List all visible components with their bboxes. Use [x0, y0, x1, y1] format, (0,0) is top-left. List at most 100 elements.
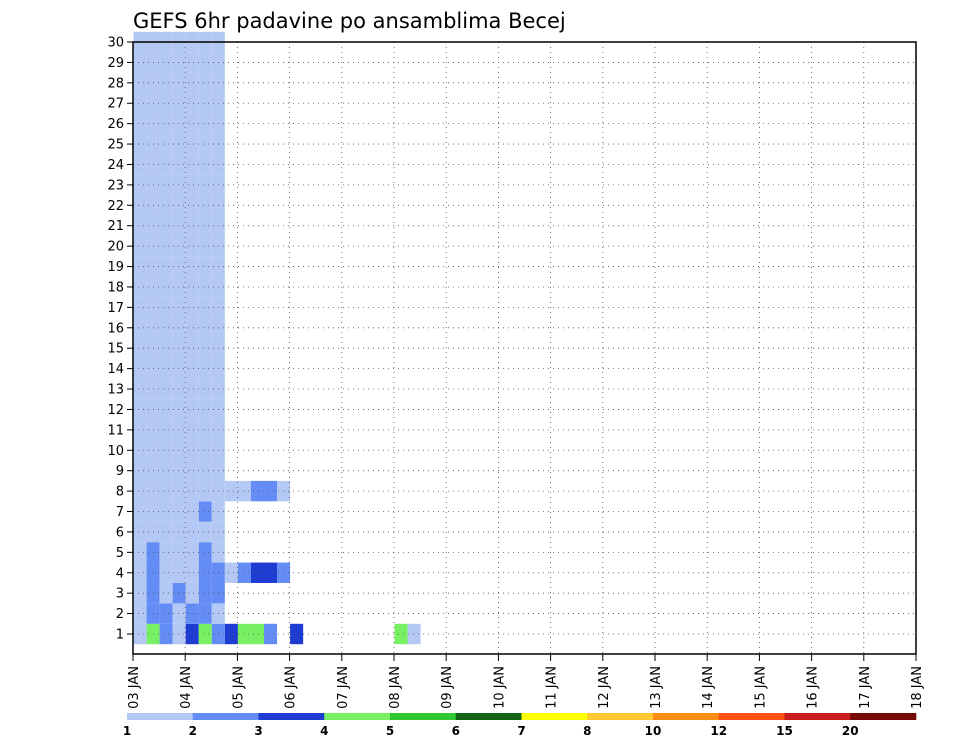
legend-label: 6	[452, 724, 460, 738]
heatmap-cell	[159, 399, 173, 420]
y-tick-label: 24	[107, 158, 124, 173]
heatmap-cell	[198, 133, 212, 155]
heatmap-cell	[198, 399, 212, 420]
heatmap-cell	[185, 582, 199, 604]
heatmap-cell	[172, 154, 186, 175]
grid-lines	[133, 41, 916, 654]
heatmap-cell	[172, 235, 186, 257]
heatmap-cell	[198, 317, 212, 338]
legend-swatch	[718, 713, 785, 720]
heatmap-cell	[185, 154, 199, 175]
heatmap-cell	[172, 460, 186, 481]
heatmap-cell	[185, 440, 199, 461]
legend-swatch	[587, 713, 654, 720]
y-tick-label: 7	[116, 505, 124, 520]
y-tick-label: 10	[107, 444, 124, 459]
y-tick-label: 25	[107, 138, 124, 153]
y-tick-label: 19	[107, 260, 124, 275]
heatmap-cell	[133, 317, 147, 338]
heatmap-cell	[198, 195, 212, 216]
heatmap-cell	[198, 256, 212, 277]
heatmap-cell	[185, 72, 199, 94]
y-tick-label: 1	[116, 628, 124, 643]
heatmap-cell	[133, 174, 147, 196]
legend-swatch	[521, 713, 588, 720]
heatmap-cell	[185, 378, 199, 400]
heatmap-cell	[185, 521, 199, 543]
heatmap-cell	[159, 542, 173, 563]
heatmap-cell	[198, 582, 212, 604]
legend-swatch	[784, 713, 851, 720]
legend-label: 2	[189, 724, 197, 738]
y-tick-label: 5	[116, 546, 124, 561]
heatmap-cell	[133, 276, 147, 298]
heatmap-cell	[237, 623, 251, 645]
x-tick-label: 07 JAN	[336, 666, 351, 709]
heatmap-cell	[133, 440, 147, 461]
heatmap-cell	[133, 542, 147, 563]
heatmap-cell	[159, 338, 173, 359]
y-tick-label: 29	[107, 56, 124, 71]
x-tick-label: 13 JAN	[649, 666, 664, 709]
heatmap-cell	[198, 603, 212, 624]
heatmap-cell	[133, 215, 147, 236]
heatmap-cell	[133, 562, 147, 583]
heatmap-cell	[159, 154, 173, 175]
heatmap-cell	[159, 623, 173, 645]
heatmap-cell	[185, 256, 199, 277]
heatmap-cell	[159, 113, 173, 134]
legend-swatch	[258, 713, 325, 720]
heatmap-cell	[264, 562, 278, 583]
heatmap-cell	[185, 460, 199, 481]
y-tick-label: 23	[107, 178, 124, 193]
heatmap-cell	[133, 154, 147, 175]
heatmap-cell	[172, 93, 186, 114]
heatmap-cell	[250, 623, 264, 645]
legend-label: 4	[320, 724, 328, 738]
heatmap-cell	[264, 480, 278, 502]
heatmap-cell	[185, 215, 199, 236]
legend-swatch	[127, 713, 194, 720]
heatmap-cell	[172, 378, 186, 400]
x-tick-label: 14 JAN	[701, 666, 716, 709]
heatmap-cell	[198, 440, 212, 461]
heatmap-cell	[185, 480, 199, 502]
heatmap-cell	[159, 358, 173, 379]
x-tick-label: 11 JAN	[545, 666, 560, 709]
legend-label: 8	[583, 724, 591, 738]
y-axis: 1234567891011121314151617181920212223242…	[107, 36, 133, 643]
heatmap-cell	[264, 623, 278, 645]
heatmap-cell	[172, 215, 186, 236]
heatmap-cell	[185, 623, 199, 645]
heatmap-cell	[185, 399, 199, 420]
heatmap-cell	[159, 133, 173, 155]
heatmap-cell	[159, 235, 173, 257]
legend-swatch	[390, 713, 457, 720]
heatmap-cell	[172, 542, 186, 563]
heatmap-cell	[198, 215, 212, 236]
heatmap-cell	[159, 378, 173, 400]
legend-label: 15	[776, 724, 793, 738]
heatmap-cell	[133, 72, 147, 94]
y-tick-label: 8	[116, 485, 124, 500]
x-tick-label: 08 JAN	[388, 666, 403, 709]
x-tick-label: 09 JAN	[440, 666, 455, 709]
heatmap-cell	[172, 174, 186, 196]
heatmap-cell	[172, 113, 186, 134]
heatmap-cell	[407, 623, 421, 645]
heatmap-cell	[185, 419, 199, 441]
y-tick-label: 20	[107, 240, 124, 255]
legend-label: 10	[645, 724, 662, 738]
chart-title: GEFS 6hr padavine po ansamblima Becej	[133, 9, 566, 33]
heatmap-cell	[159, 501, 173, 522]
heatmap-cell	[185, 501, 199, 522]
heatmap-cell	[159, 276, 173, 298]
heatmap-cell	[172, 603, 186, 624]
x-tick-label: 12 JAN	[597, 666, 612, 709]
heatmap-cell	[198, 276, 212, 298]
y-tick-label: 26	[107, 117, 124, 132]
heatmap-cell	[133, 501, 147, 522]
y-tick-label: 2	[116, 607, 124, 622]
plot-cells	[133, 31, 421, 645]
